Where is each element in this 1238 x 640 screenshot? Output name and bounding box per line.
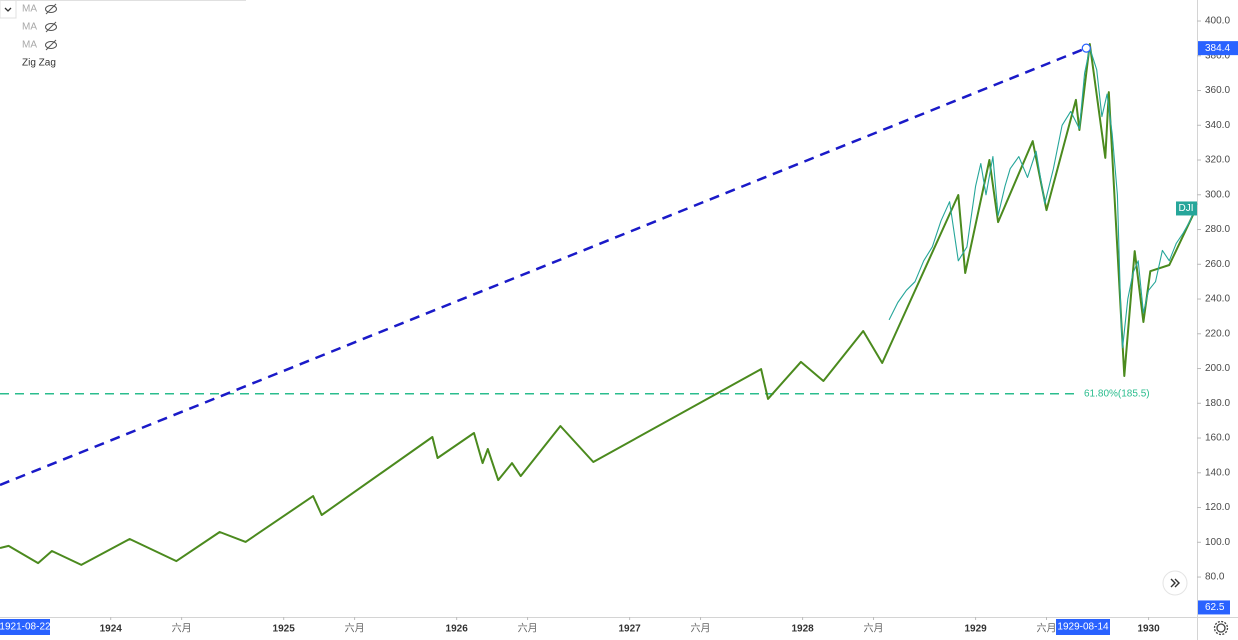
y-tick-label: 400.0: [1205, 16, 1230, 27]
hidden-icon: [45, 41, 57, 49]
date-marker-box: [1056, 619, 1110, 635]
fib-level-label: 61.80%(185.5): [1084, 388, 1150, 399]
x-tick-label: 六月: [172, 623, 192, 635]
y-tick-label: 380.0: [1205, 50, 1230, 61]
x-tick-label: 1929: [964, 624, 987, 635]
y-tick-label: 240.0: [1205, 294, 1230, 305]
hidden-icon: [45, 5, 57, 13]
y-tick-label: 360.0: [1205, 85, 1230, 96]
y-tick-label: 220.0: [1205, 328, 1230, 339]
price-label: 384.4: [1205, 43, 1230, 54]
hidden-icon: [45, 23, 57, 31]
indicator-name: MA: [22, 40, 37, 51]
collapse-box: [0, 0, 17, 19]
series-name-box: [1176, 201, 1197, 216]
series-line: [888, 47, 1198, 349]
series-line: [0, 43, 1197, 566]
hidden-icon: [45, 21, 57, 33]
date-marker-box: [0, 619, 50, 635]
x-tick-label: 1930: [1137, 624, 1160, 635]
y-tick-label: 280.0: [1205, 224, 1230, 235]
date-marker: 1929-08-14: [1057, 622, 1109, 633]
y-tick-label: 300.0: [1205, 189, 1230, 200]
scroll-button[interactable]: [1162, 570, 1188, 596]
x-tick-label: 1928: [791, 624, 814, 635]
legend: MA MA MA Zig Zag: [0, 0, 57, 69]
y-tick-label: 180.0: [1205, 398, 1230, 409]
y-tick-label: 260.0: [1205, 259, 1230, 270]
y-tick-label: 100.0: [1205, 537, 1230, 548]
y-tick-label: 340.0: [1205, 120, 1230, 131]
x-tick-label: 六月: [691, 623, 711, 635]
price-label-box: [1198, 600, 1230, 615]
y-tick-label: 320.0: [1205, 155, 1230, 166]
settings-icon[interactable]: [1213, 620, 1229, 636]
hidden-icon: [45, 39, 57, 51]
y-tick-label: 140.0: [1205, 467, 1230, 478]
trendline: [0, 46, 1087, 487]
date-marker: 1921-08-22: [0, 622, 51, 633]
x-tick-label: 六月: [864, 623, 884, 635]
y-tick-label: 160.0: [1205, 433, 1230, 444]
price-label-box: [1198, 41, 1238, 56]
x-tick-label: 六月: [345, 623, 365, 635]
trendline-handle: [1081, 43, 1091, 53]
hidden-icon: [45, 3, 57, 15]
y-tick-label: 200.0: [1205, 363, 1230, 374]
x-tick-label: 1925: [273, 624, 296, 635]
indicator-name: MA: [22, 22, 37, 33]
x-tick-label: 1927: [619, 624, 642, 635]
series-name-label: DJI: [1179, 203, 1194, 214]
collapse-icon: [4, 7, 12, 12]
y-tick-label: 120.0: [1205, 502, 1230, 513]
indicator-name: MA: [22, 4, 37, 15]
legend-border: [0, 0, 246, 1]
x-tick-label: 1924: [100, 624, 123, 635]
x-tick-label: 六月: [1037, 623, 1057, 635]
x-tick-label: 1926: [446, 624, 469, 635]
indicator-name: Zig Zag: [22, 58, 56, 69]
x-tick-label: 六月: [518, 623, 538, 635]
y-tick-label: 80.0: [1205, 572, 1225, 583]
price-label: 62.5: [1205, 602, 1225, 613]
